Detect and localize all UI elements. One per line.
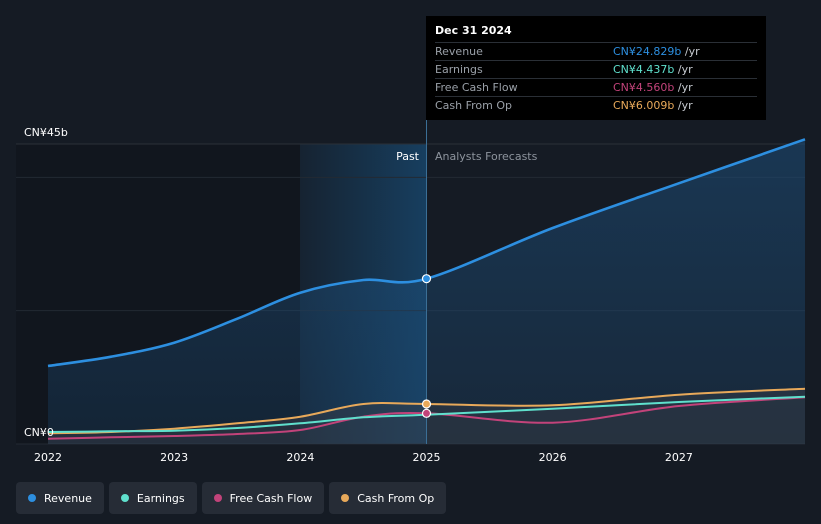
tooltip-label: Cash From Op: [435, 99, 513, 112]
x-tick-label: 2022: [34, 451, 62, 464]
tooltip-unit: /yr: [674, 63, 693, 76]
tooltip-label: Free Cash Flow: [435, 81, 518, 94]
tooltip-row-cash-from-op: Cash From Op CN¥6.009b /yr: [435, 96, 757, 114]
tooltip-unit: /yr: [674, 99, 693, 112]
legend-label: Free Cash Flow: [229, 491, 313, 505]
tooltip-value: CN¥4.560b: [613, 81, 675, 94]
tooltip-label: Revenue: [435, 45, 483, 58]
free-cash-flow-dot-icon: [213, 494, 222, 502]
tooltip-label: Earnings: [435, 63, 483, 76]
tooltip-row-earnings: Earnings CN¥4.437b /yr: [435, 60, 757, 78]
forecast-label: Analysts Forecasts: [435, 150, 538, 163]
tooltip-unit: /yr: [674, 81, 693, 94]
cash-from-op-marker: [421, 399, 432, 409]
legend: Revenue Earnings Free Cash Flow Cash Fro…: [16, 482, 447, 514]
revenue-dot-icon: [28, 494, 36, 502]
y-tick-bottom: CN¥0: [24, 426, 54, 439]
legend-label: Cash From Op: [357, 491, 435, 505]
cash-from-op-line: [47, 387, 806, 435]
earnings-dot-icon: [120, 494, 129, 502]
x-tick-label: 2026: [539, 451, 567, 464]
legend-item-earnings[interactable]: Earnings: [108, 482, 197, 514]
tooltip-value: CN¥4.437b: [613, 63, 675, 76]
tooltip-value: CN¥6.009b: [613, 99, 675, 112]
tooltip: Dec 31 2024 Revenue CN¥24.829b /yr Earni…: [426, 16, 766, 120]
tooltip-row-free-cash-flow: Free Cash Flow CN¥4.560b /yr: [435, 78, 757, 96]
revenue-marker: [421, 274, 432, 284]
legend-item-revenue[interactable]: Revenue: [16, 482, 104, 514]
tooltip-date: Dec 31 2024: [435, 24, 512, 37]
revenue-line: [47, 138, 806, 368]
y-tick-top: CN¥45b: [24, 126, 68, 139]
legend-label: Revenue: [44, 491, 92, 505]
x-tick-label: 2027: [665, 451, 693, 464]
earnings-line: [47, 395, 806, 433]
tooltip-unit: /yr: [681, 45, 700, 58]
x-tick-label: 2025: [413, 451, 441, 464]
tooltip-value: CN¥24.829b: [613, 45, 682, 58]
x-tick-label: 2024: [286, 451, 314, 464]
free-cash-flow-marker: [421, 408, 432, 418]
cash-from-op-dot-icon: [341, 494, 350, 502]
tooltip-row-revenue: Revenue CN¥24.829b /yr: [435, 42, 757, 60]
legend-item-cash-from-op[interactable]: Cash From Op: [329, 482, 447, 514]
legend-item-free-cash-flow[interactable]: Free Cash Flow: [201, 482, 325, 514]
chart-area: CN¥45b CN¥0 Past Analysts Forecasts 2022…: [16, 120, 806, 464]
legend-label: Earnings: [136, 491, 185, 505]
x-tick-label: 2023: [160, 451, 188, 464]
past-label: Past: [396, 150, 420, 163]
